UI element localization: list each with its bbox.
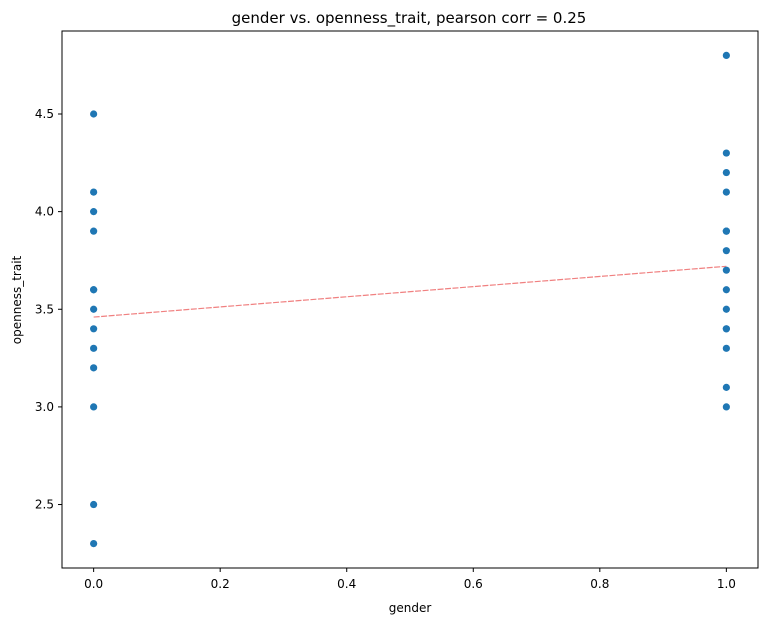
data-points	[90, 51, 730, 548]
x-tick-label: 0.8	[590, 577, 609, 591]
data-point	[722, 266, 730, 274]
data-point	[90, 344, 98, 352]
data-point	[722, 383, 730, 391]
data-point	[722, 403, 730, 411]
x-tick-label: 1.0	[717, 577, 736, 591]
data-point	[722, 325, 730, 333]
data-point	[90, 110, 98, 118]
y-tick-label: 4.5	[35, 107, 54, 121]
data-point	[90, 305, 98, 313]
y-tick-label: 2.5	[35, 498, 54, 512]
data-point	[722, 149, 730, 157]
data-point	[722, 305, 730, 313]
data-point	[90, 286, 98, 294]
x-tick-label: 0.6	[464, 577, 483, 591]
x-tick-label: 0.4	[337, 577, 356, 591]
data-point	[722, 286, 730, 294]
data-point	[90, 539, 98, 548]
y-axis-label: openness_trait	[10, 255, 24, 344]
plot-area	[61, 30, 759, 569]
y-tick-label: 3.0	[35, 400, 54, 414]
y-tick-label: 4.0	[35, 205, 54, 219]
data-point	[722, 227, 730, 235]
data-point	[90, 364, 98, 372]
trend-line	[93, 265, 727, 318]
data-point	[90, 325, 98, 333]
x-axis-label: gender	[389, 601, 432, 615]
data-point	[722, 344, 730, 352]
data-point	[722, 168, 730, 177]
x-tick-label: 0.2	[211, 577, 230, 591]
data-point	[90, 403, 98, 411]
data-point	[722, 188, 730, 196]
data-point	[90, 227, 98, 235]
data-point	[722, 247, 730, 255]
data-point	[90, 208, 98, 216]
data-point	[722, 51, 730, 60]
data-point	[90, 500, 98, 509]
axis-ticks: 0.0 0.2 0.4 0.6 0.8 1.0 2.5 3.0 3.5 4.0 4.5	[35, 107, 736, 591]
data-point	[90, 188, 98, 196]
y-tick-label: 3.5	[35, 302, 54, 316]
x-tick-label: 0.0	[84, 577, 103, 591]
chart-title: gender vs. openness_trait, pearson corr …	[232, 9, 587, 28]
